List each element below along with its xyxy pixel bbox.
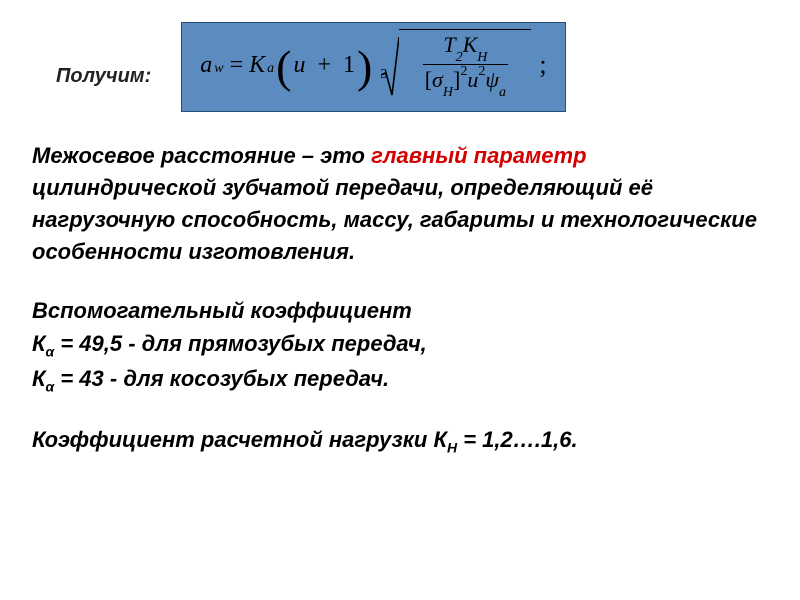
aux-coefficient-block: Вспомогательный коэффициент Кα = 49,5 - …	[32, 294, 768, 398]
aux-line-1: = 49,5 - для прямозубых передач,	[54, 331, 427, 356]
var-a: a	[200, 52, 212, 79]
left-paren: (	[276, 53, 291, 81]
body-text: Межосевое расстояние – это главный парам…	[0, 112, 800, 459]
den-psi-sub: a	[499, 85, 506, 100]
aux-k-2: К	[32, 366, 46, 391]
root-index: 3	[380, 67, 387, 83]
num-K-sub: H	[477, 50, 487, 65]
den-exp-2: 2	[478, 64, 485, 79]
fraction-denominator: [σH]2u2ψa	[423, 64, 508, 99]
aux-title: Вспомогательный коэффициент	[32, 298, 412, 323]
aux-k-sub-1: α	[46, 343, 55, 359]
const-one: 1	[343, 52, 355, 79]
aux-line-2: = 43 - для косозубых передач.	[54, 366, 389, 391]
lead-label: Получим:	[56, 65, 151, 88]
var-u: u	[293, 52, 305, 79]
right-paren: )	[357, 53, 372, 81]
definition-paragraph: Межосевое расстояние – это главный парам…	[32, 140, 768, 268]
var-a-sub: w	[214, 61, 223, 77]
den-exp-1: 2	[460, 64, 467, 79]
num-T: T	[443, 32, 455, 57]
den-sigma: σ	[432, 67, 443, 92]
num-K: K	[463, 32, 478, 57]
para-part-1: Межосевое расстояние – это	[32, 143, 371, 168]
plus-sign: +	[307, 52, 341, 79]
den-sigma-sub: H	[443, 85, 453, 100]
aux-k-1: К	[32, 331, 46, 356]
var-K-sub: a	[267, 61, 274, 77]
load-k-sub: H	[447, 440, 457, 456]
load-val: = 1,2….1,6.	[457, 427, 577, 452]
den-psi: ψ	[485, 67, 499, 92]
load-coefficient-line: Коэффициент расчетной нагрузки КH = 1,2……	[32, 423, 768, 458]
formula: a w = K a ( u + 1 ) 3 T2KH	[200, 33, 546, 97]
den-lbracket: [	[425, 67, 432, 92]
aux-k-sub-2: α	[46, 378, 55, 394]
radical-sign	[381, 35, 399, 95]
load-prefix: Коэффициент расчетной нагрузки	[32, 427, 433, 452]
slide: Получим: a w = K a ( u + 1 ) 3	[0, 0, 800, 600]
para-part-2: цилиндрической зубчатой передачи, опреде…	[32, 175, 757, 264]
equals-sign: =	[226, 52, 248, 79]
top-row: Получим: a w = K a ( u + 1 ) 3	[0, 0, 800, 112]
formula-box: a w = K a ( u + 1 ) 3 T2KH	[181, 22, 565, 112]
para-highlight: главный параметр	[371, 143, 586, 168]
semicolon: ;	[539, 50, 546, 80]
var-K: K	[249, 52, 265, 79]
num-T-sub: 2	[456, 50, 463, 65]
load-k: К	[433, 427, 447, 452]
fraction-numerator: T2KH	[441, 30, 489, 64]
fraction: T2KH [σH]2u2ψa	[399, 29, 531, 100]
den-u: u	[467, 67, 478, 92]
